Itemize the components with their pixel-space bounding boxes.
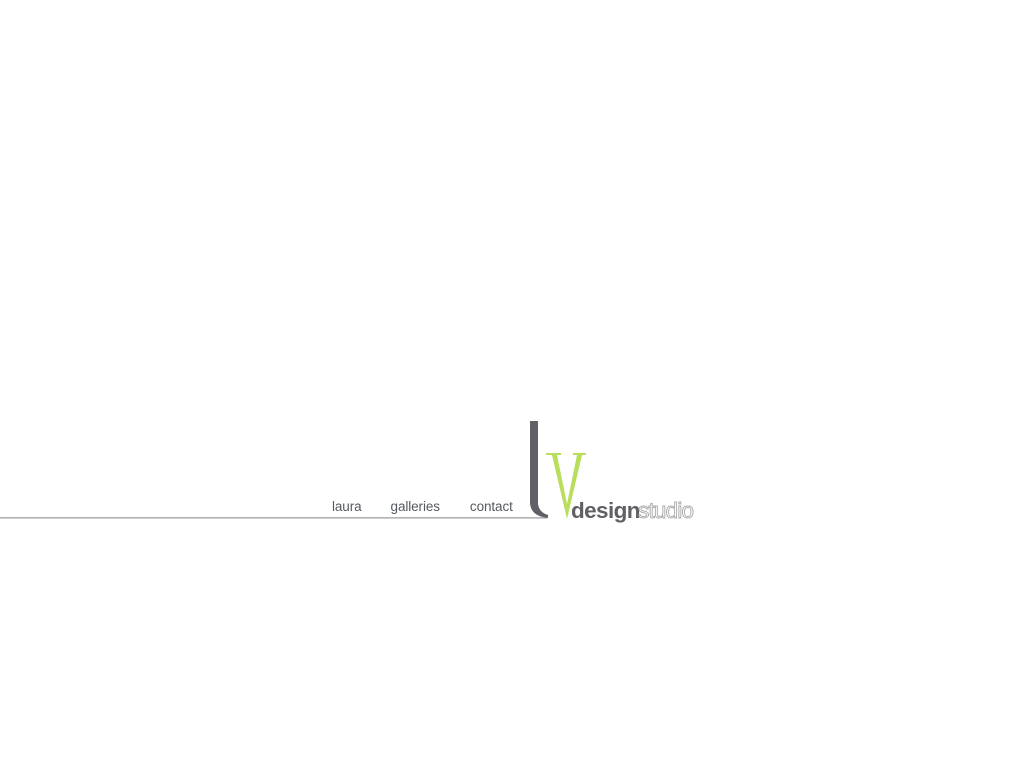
logo-word-design: design — [571, 498, 640, 523]
logo-word-studio: studio — [638, 498, 694, 523]
nav-link-galleries[interactable]: galleries — [390, 499, 440, 514]
logo-letter-l — [530, 421, 548, 518]
nav-link-contact[interactable]: contact — [469, 499, 513, 514]
lv-design-studio-logo[interactable]: design studio — [528, 418, 703, 526]
main-nav: laura galleries contact — [332, 499, 513, 515]
horizontal-divider-line — [0, 517, 547, 519]
nav-link-laura[interactable]: laura — [332, 499, 362, 514]
logo-letter-v — [546, 453, 586, 519]
